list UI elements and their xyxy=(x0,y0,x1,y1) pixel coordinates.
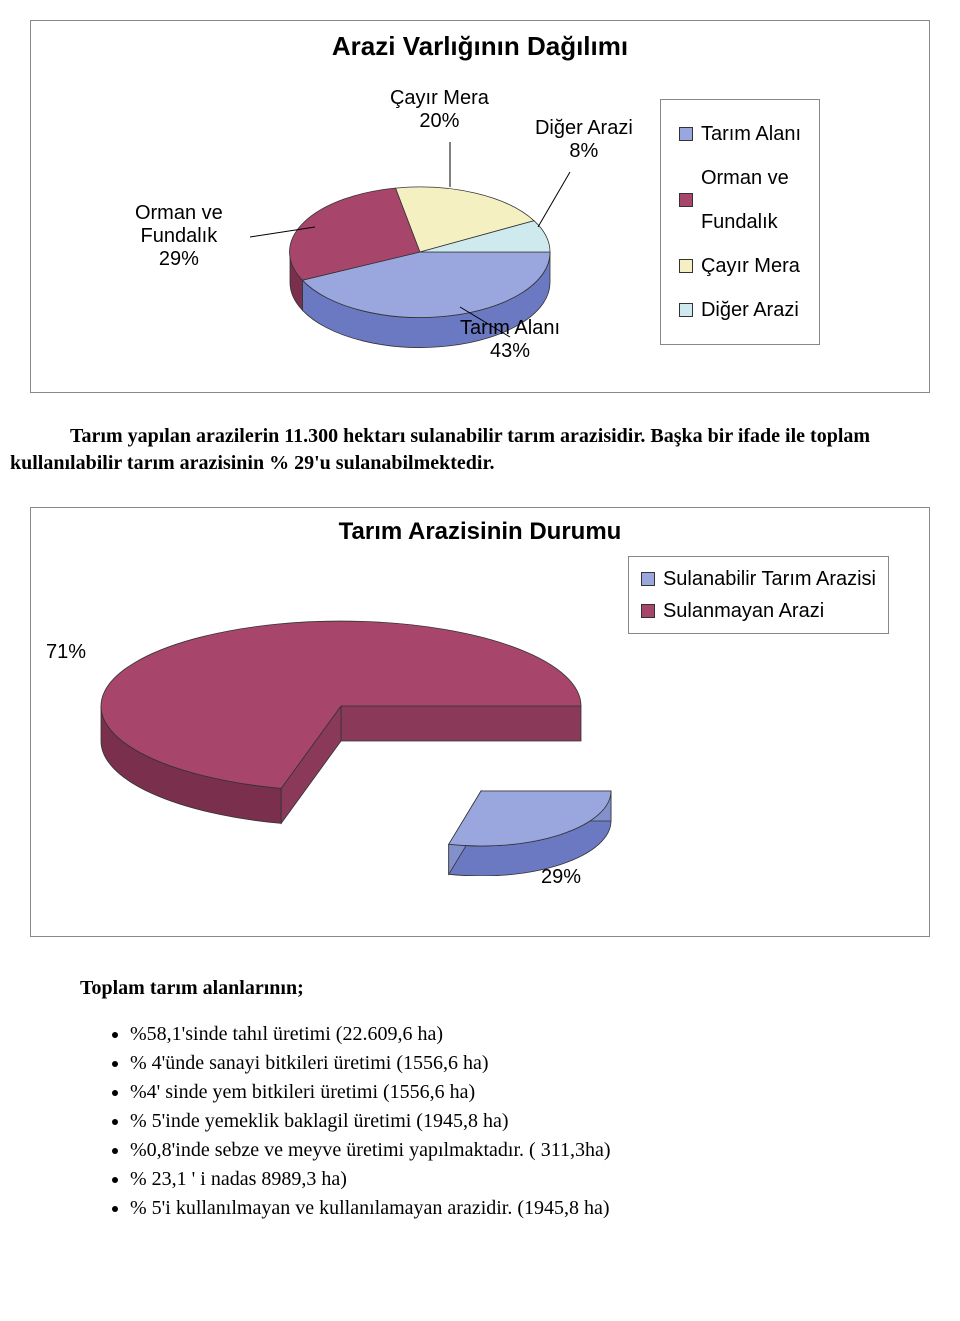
list-item: %0,8'inde sebze ve meyve üretimi yapılma… xyxy=(130,1136,920,1165)
chart2-svg xyxy=(51,576,701,876)
chart1-label-cayir: Çayır Mera 20% xyxy=(390,87,489,133)
legend-item: Çayır Mera xyxy=(679,244,801,288)
legend-label: Tarım Alanı xyxy=(701,112,801,156)
list-item: % 4'ünde sanayi bitkileri üretimi (1556,… xyxy=(130,1049,920,1078)
chart1-box: Arazi Varlığının Dağılımı xyxy=(30,20,930,393)
chart1-pie: Çayır Mera 20% Diğer Arazi 8% Orman ve F… xyxy=(140,82,660,362)
legend-item: Orman veFundalık xyxy=(679,156,801,244)
list-item: % 5'i kullanılmayan ve kullanılamayan ar… xyxy=(130,1194,920,1223)
legend-label: Orman veFundalık xyxy=(701,156,789,244)
list-item: % 23,1 ' i nadas 8989,3 ha) xyxy=(130,1165,920,1194)
chart1-label-tarim: Tarım Alanı 43% xyxy=(460,317,560,363)
chart1-label-orman: Orman ve Fundalık 29% xyxy=(135,202,223,271)
legend-item: Diğer Arazi xyxy=(679,288,801,332)
paragraph-text: Tarım yapılan arazilerin 11.300 hektarı … xyxy=(10,425,870,474)
legend-swatch xyxy=(679,127,693,141)
list-item: %58,1'sinde tahıl üretimi (22.609,6 ha) xyxy=(130,1020,920,1049)
chart2-title: Tarım Arazisinin Durumu xyxy=(51,518,909,546)
chart1-legend: Tarım Alanı Orman veFundalık Çayır Mera … xyxy=(660,99,820,345)
bullets-title: Toplam tarım alanlarının; xyxy=(80,977,920,1000)
legend-label: Çayır Mera xyxy=(701,244,800,288)
legend-label: Diğer Arazi xyxy=(701,288,799,332)
chart2-area: Sulanabilir Tarım Arazisi Sulanmayan Ara… xyxy=(51,556,909,876)
chart2-box: Tarım Arazisinin Durumu Sulanabilir Tarı… xyxy=(30,507,930,937)
chart1-label-diger: Diğer Arazi 8% xyxy=(535,117,633,163)
list-item: %4' sinde yem bitkileri üretimi (1556,6 … xyxy=(130,1078,920,1107)
chart2-label-29: 29% xyxy=(541,866,581,889)
bullets-list: %58,1'sinde tahıl üretimi (22.609,6 ha) … xyxy=(80,1020,920,1223)
bullets-section: Toplam tarım alanlarının; %58,1'sinde ta… xyxy=(0,977,960,1223)
chart2-label-71: 71% xyxy=(46,641,86,664)
legend-swatch xyxy=(679,259,693,273)
legend-swatch xyxy=(679,193,693,207)
chart1-title: Arazi Varlığının Dağılımı xyxy=(51,31,909,62)
chart1-area: Çayır Mera 20% Diğer Arazi 8% Orman ve F… xyxy=(51,82,909,362)
legend-item: Tarım Alanı xyxy=(679,112,801,156)
list-item: % 5'inde yemeklik baklagil üretimi (1945… xyxy=(130,1107,920,1136)
paragraph-block: Tarım yapılan arazilerin 11.300 hektarı … xyxy=(0,423,960,477)
chart2-pie: 71% 29% xyxy=(51,576,701,881)
legend-swatch xyxy=(679,303,693,317)
